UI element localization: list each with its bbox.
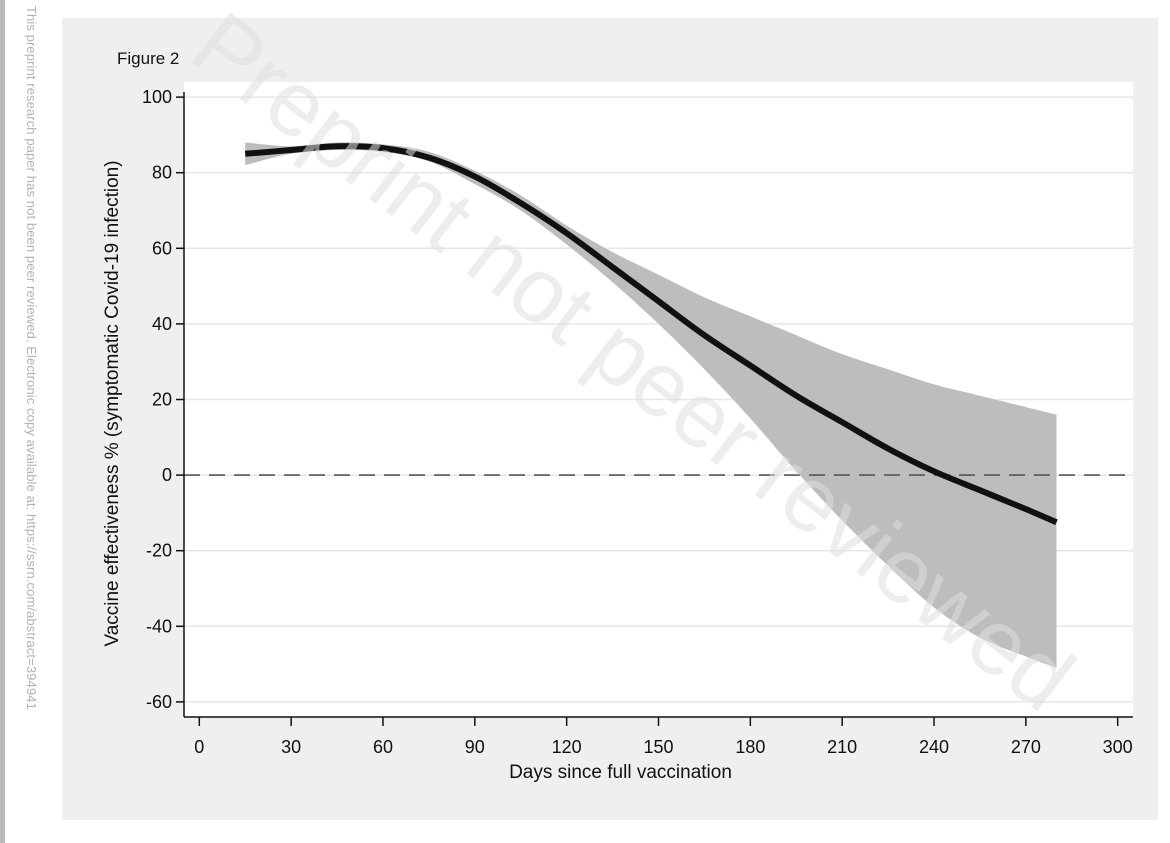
x-tick-label: 120 <box>552 737 582 757</box>
x-tick-label: 60 <box>373 737 393 757</box>
x-tick-label: 180 <box>735 737 765 757</box>
x-tick-label: 270 <box>1011 737 1041 757</box>
y-tick-label: -40 <box>146 616 172 636</box>
x-tick-label: 30 <box>281 737 301 757</box>
x-tick-label: 90 <box>465 737 485 757</box>
y-tick-label: 60 <box>152 238 172 258</box>
x-tick-label: 150 <box>643 737 673 757</box>
y-tick-label: 80 <box>152 163 172 183</box>
x-axis-title: Days since full vaccination <box>509 762 732 783</box>
y-tick-label: 20 <box>152 390 172 410</box>
x-tick-label: 210 <box>827 737 857 757</box>
effectiveness-line <box>244 143 1058 526</box>
y-tick-label: 40 <box>152 314 172 334</box>
x-tick-label: 240 <box>919 737 949 757</box>
y-axis-title: Vaccine effectiveness % (symptomatic Cov… <box>102 160 123 646</box>
y-tick-label: 0 <box>162 465 172 485</box>
y-tick-label: 100 <box>142 87 172 107</box>
margin-rule <box>0 0 5 843</box>
figure-label: Figure 2 <box>117 49 179 68</box>
preprint-side-note: This preprint research paper has not bee… <box>24 6 39 710</box>
y-tick-label: -20 <box>146 541 172 561</box>
confidence-band <box>245 142 1057 668</box>
preprint-margin: This preprint research paper has not bee… <box>0 0 41 843</box>
y-tick-label: -60 <box>146 692 172 712</box>
x-tick-label: 0 <box>194 737 204 757</box>
x-tick-label: 300 <box>1103 737 1133 757</box>
